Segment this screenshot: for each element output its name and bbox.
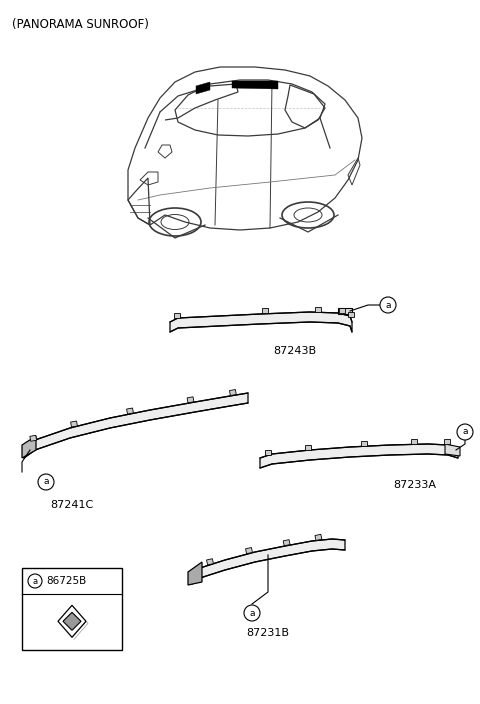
Polygon shape bbox=[232, 81, 278, 89]
Bar bbox=[444, 439, 450, 444]
Polygon shape bbox=[24, 393, 248, 458]
Text: (PANORAMA SUNROOF): (PANORAMA SUNROOF) bbox=[12, 18, 149, 31]
Circle shape bbox=[28, 574, 42, 588]
Bar bbox=[71, 421, 77, 427]
Polygon shape bbox=[170, 312, 352, 332]
Polygon shape bbox=[192, 539, 345, 584]
Text: a: a bbox=[385, 301, 391, 310]
Circle shape bbox=[380, 297, 396, 313]
Circle shape bbox=[457, 424, 473, 440]
Text: a: a bbox=[462, 427, 468, 436]
Bar bbox=[265, 450, 271, 455]
Bar bbox=[262, 308, 268, 313]
Bar bbox=[283, 540, 290, 546]
Text: 87241C: 87241C bbox=[50, 500, 94, 510]
Bar bbox=[30, 435, 36, 441]
Polygon shape bbox=[196, 82, 210, 94]
Polygon shape bbox=[63, 612, 81, 630]
Bar bbox=[339, 308, 345, 313]
Text: 87231B: 87231B bbox=[247, 628, 289, 638]
Bar bbox=[246, 548, 252, 553]
Bar bbox=[410, 439, 417, 444]
Bar bbox=[127, 408, 133, 414]
Bar bbox=[361, 441, 367, 446]
Text: a: a bbox=[43, 477, 49, 486]
Polygon shape bbox=[188, 562, 202, 585]
Circle shape bbox=[244, 605, 260, 621]
Bar bbox=[315, 307, 322, 312]
Bar bbox=[22, 568, 122, 650]
Bar bbox=[305, 445, 312, 450]
Text: 86725B: 86725B bbox=[46, 576, 86, 586]
Bar bbox=[315, 534, 322, 541]
Polygon shape bbox=[445, 444, 460, 456]
Text: 87233A: 87233A bbox=[394, 480, 436, 490]
Bar bbox=[187, 397, 194, 403]
Polygon shape bbox=[338, 308, 352, 314]
Polygon shape bbox=[22, 436, 36, 458]
Text: a: a bbox=[33, 577, 37, 586]
Bar bbox=[348, 312, 354, 318]
Bar bbox=[174, 313, 180, 318]
Bar bbox=[229, 389, 236, 396]
Polygon shape bbox=[260, 444, 458, 468]
Bar bbox=[206, 559, 214, 565]
Circle shape bbox=[38, 474, 54, 490]
Text: 87243B: 87243B bbox=[274, 346, 317, 356]
Text: a: a bbox=[249, 608, 255, 617]
